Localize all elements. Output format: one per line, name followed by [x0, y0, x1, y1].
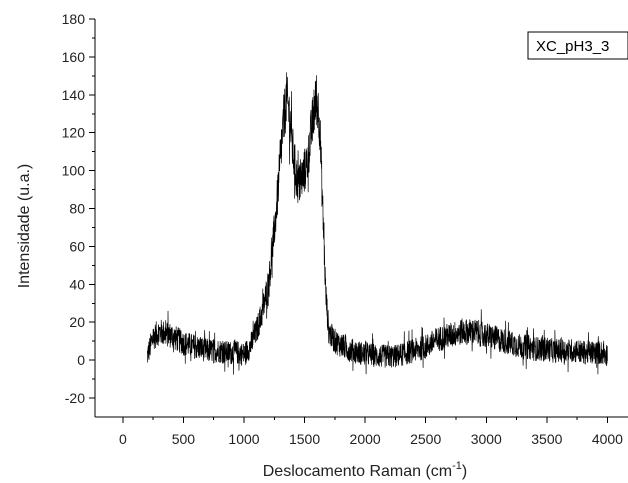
axes: -20 0 20 40 60 80 100 120 140 160 180 0 500 1000 1500 2…: [62, 11, 628, 447]
y-axis-title: Intensidade (u.a.): [16, 164, 33, 289]
plot-area: [146, 72, 608, 375]
x-axis-title-main: Deslocamento Raman (cm: [263, 463, 452, 480]
x-tick-label: 0: [119, 431, 127, 447]
legend: XC_pH3_3: [527, 31, 628, 60]
y-tick-label: -20: [65, 390, 85, 406]
x-axis-title-suffix: ): [462, 463, 467, 480]
x-axis-title: Deslocamento Raman (cm-1): [263, 460, 468, 480]
legend-box: [527, 31, 628, 60]
x-tick-label: 500: [172, 431, 196, 447]
y-tick-label: 40: [69, 276, 85, 292]
legend-series-name: XC_pH3_3: [536, 38, 609, 55]
y-tick-label: 20: [69, 314, 85, 330]
x-tick-label: 3000: [471, 431, 502, 447]
x-tick-label: 2500: [410, 431, 441, 447]
y-tick-label: 0: [77, 352, 85, 368]
x-tick-label: 2000: [350, 431, 381, 447]
x-tick-label: 1500: [289, 431, 320, 447]
y-tick-label: 60: [69, 238, 85, 254]
y-tick-label: 140: [62, 87, 86, 103]
x-axis-title-superscript: -1: [452, 460, 462, 472]
y-tick-label: 100: [62, 163, 86, 179]
spectrum-line-XC_pH3_3: [146, 72, 608, 375]
y-tick-label: 160: [62, 49, 86, 65]
x-tick-label: 1000: [228, 431, 259, 447]
x-tick-label: 3500: [531, 431, 562, 447]
y-tick-label: 120: [62, 125, 86, 141]
x-tick-label: 4000: [592, 431, 623, 447]
y-tick-label: 80: [69, 201, 85, 217]
y-tick-label: 180: [62, 11, 86, 27]
